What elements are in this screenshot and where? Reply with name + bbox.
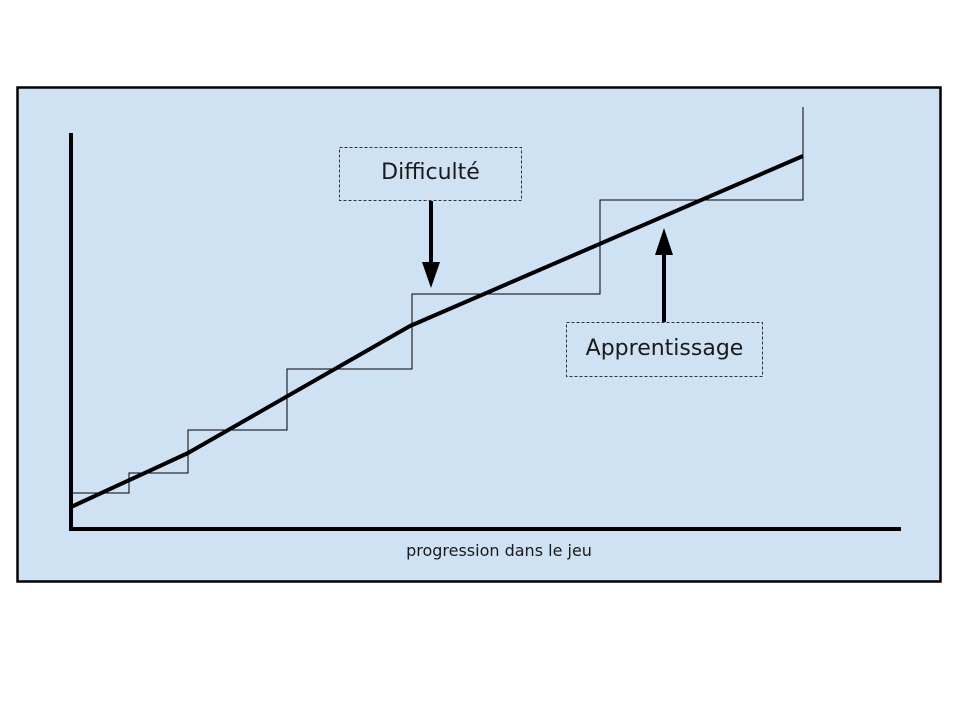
difficulty-staircase-line xyxy=(71,107,804,494)
diagram-panel xyxy=(16,86,942,583)
learning-curve-line xyxy=(70,154,804,509)
difficulty-label-box xyxy=(339,147,522,201)
difficulty-label: Difficulté xyxy=(381,160,480,185)
difficulty-arrow-head xyxy=(422,262,440,288)
learning-label-box xyxy=(566,322,763,377)
learning-label: Apprentissage xyxy=(586,336,744,361)
x-axis-label: progression dans le jeu xyxy=(406,541,592,560)
learning-arrow-head xyxy=(655,228,673,255)
